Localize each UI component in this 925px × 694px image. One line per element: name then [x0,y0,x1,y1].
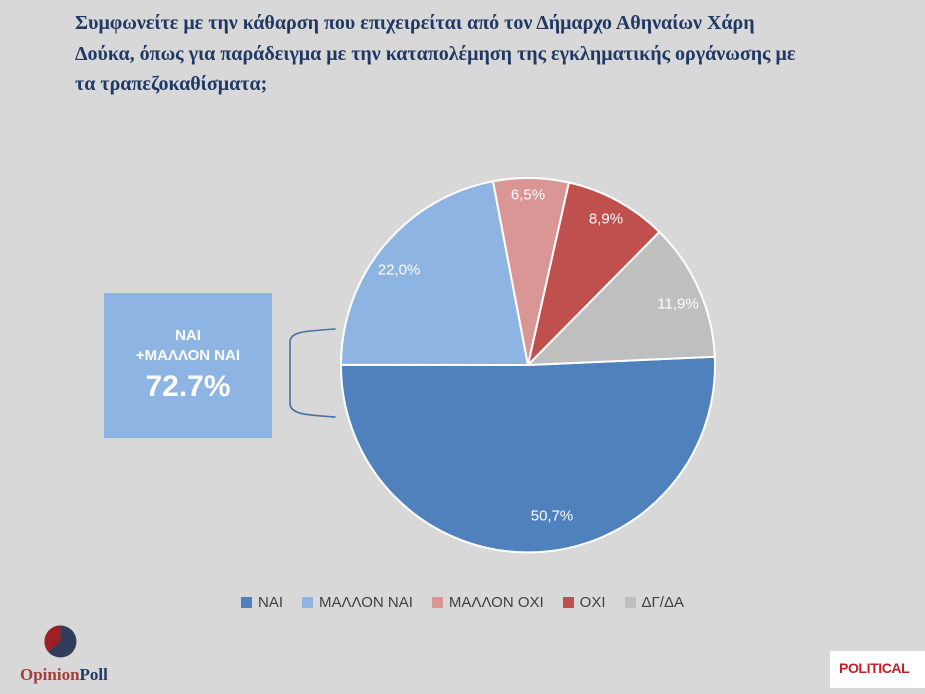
legend-swatch-icon [431,597,443,608]
pie-data-label-ΝΑΙ: 50,7% [530,507,574,525]
callout-line1: ΝΑΙ [175,327,201,344]
opinionpoll-logo-icon [44,625,77,658]
question-title-line3: τα τραπεζοκαθίσματα; [75,73,268,95]
question-title: Συμφωνείτε με την κάθαρση που επιχειρείτ… [75,8,905,100]
legend-item-ΜΑΛΛΟΝ ΟΧΙ: ΜΑΛΛΟΝ ΟΧΙ [431,594,544,611]
opinionpoll-wordmark-part1: Opinion [20,665,80,684]
callout-bracket-shape [289,328,336,418]
political-logo-text: POLITICAL [839,659,910,676]
callout-value: 72.7% [145,370,231,403]
legend-label: ΜΑΛΛΟΝ ΝΑΙ [319,594,413,611]
callout-line2: +ΜΑΛΛΟΝ ΝΑΙ [135,347,241,364]
pie-slice-ΟΧΙ [527,181,661,366]
pie-data-label-ΔΓ/ΔΑ: 11,9% [657,295,699,313]
opinionpoll-wordmark: OpinionPoll [20,665,108,685]
pie-data-label-ΟΧΙ: 8,9% [588,210,624,228]
legend-item-ΝΑΙ: ΝΑΙ [241,594,283,611]
callout-box: ΝΑΙ +ΜΑΛΛΟΝ ΝΑΙ 72.7% [104,293,272,438]
legend-label: ΟΧΙ [579,594,606,611]
legend-swatch-icon [241,597,252,608]
political-logo: POLITICAL [830,651,925,688]
legend-swatch-icon [624,597,636,608]
question-title-line1: Συμφωνείτε με την κάθαρση που επιχειρείτ… [75,12,755,34]
pie-slice-ΔΓ/ΔΑ [527,231,716,366]
opinionpoll-wordmark-part2: Poll [79,665,108,684]
legend-item-ΟΧΙ: ΟΧΙ [562,594,606,611]
pie-slice-ΝΑΙ [339,355,716,554]
question-title-line2: Δούκα, όπως για παράδειγμα με την καταπο… [75,42,796,65]
pie-data-label-ΜΑΛΛΟΝ ΝΑΙ: 22,0% [377,261,421,279]
pie-slice-ΜΑΛΛΟΝ ΝΑΙ [340,180,529,366]
legend-label: ΔΓ/ΔΑ [641,594,684,611]
chart-legend: ΝΑΙ ΜΑΛΛΟΝ ΝΑΙ ΜΑΛΛΟΝ ΟΧΙ ΟΧΙ ΔΓ/ΔΑ [0,594,925,611]
pie-data-label-ΜΑΛΛΟΝ ΟΧΙ: 6,5% [510,186,546,204]
legend-swatch-icon [562,597,574,608]
legend-swatch-icon [302,597,314,608]
pie-chart [339,177,716,554]
legend-label: ΝΑΙ [258,594,284,611]
legend-item-ΜΑΛΛΟΝ ΝΑΙ: ΜΑΛΛΟΝ ΝΑΙ [302,594,413,611]
legend-item-ΔΓ/ΔΑ: ΔΓ/ΔΑ [624,594,684,611]
legend-label: ΜΑΛΛΟΝ ΟΧΙ [448,594,544,611]
